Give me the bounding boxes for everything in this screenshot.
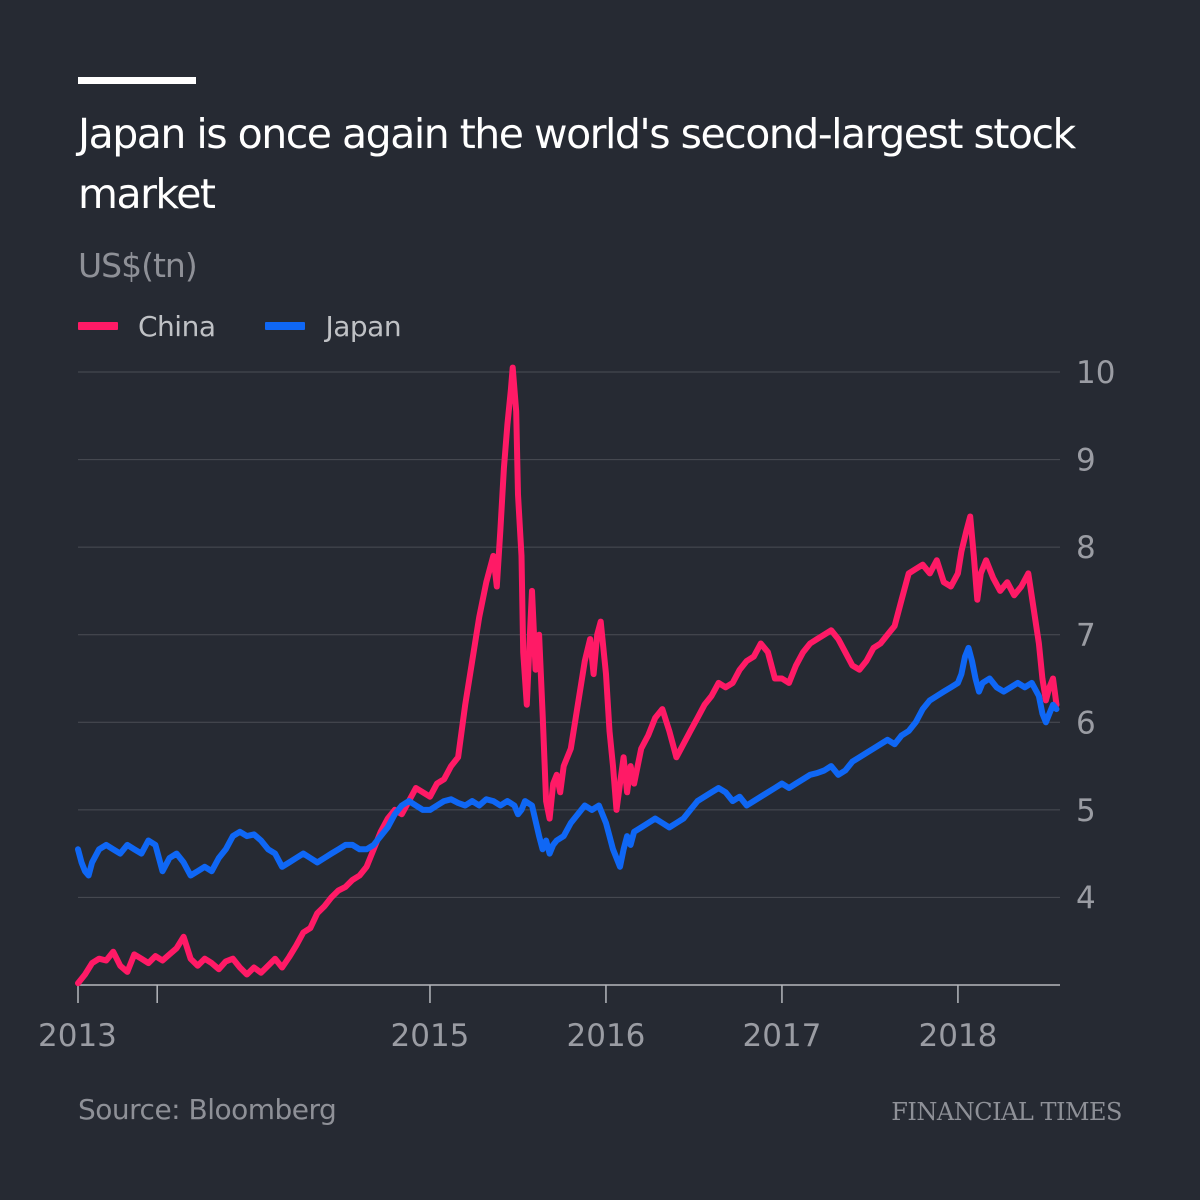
x-tick-label-2013: 2013: [38, 1018, 117, 1054]
series-line-japan: [75, 644, 1060, 879]
x-tick-label-2017: 2017: [742, 1018, 821, 1054]
legend-swatch-china: [78, 322, 118, 330]
brand-logo: FINANCIAL TIMES: [891, 1098, 1122, 1126]
chart-title: Japan is once again the world's second-l…: [78, 110, 1076, 218]
x-tick-label-2016: 2016: [567, 1018, 646, 1054]
legend-label-japan: Japan: [325, 309, 402, 343]
x-tick-label-2018: 2018: [918, 1018, 997, 1054]
legend: China Japan: [78, 306, 451, 346]
y-tick-label-5: 5: [1076, 793, 1096, 829]
x-tick-label-2015: 2015: [391, 1018, 470, 1054]
legend-swatch-japan: [265, 322, 306, 330]
y-tick-label-6: 6: [1076, 705, 1096, 741]
y-tick-label-7: 7: [1076, 618, 1096, 654]
unit-label: US$(tn): [78, 246, 198, 285]
series-line-china: [75, 364, 1060, 987]
legend-label-china: China: [138, 309, 216, 343]
title-rule: [78, 77, 196, 84]
y-tick-label-4: 4: [1076, 880, 1096, 916]
legend-item-china: China: [78, 309, 216, 343]
source-note: Source: Bloomberg: [78, 1093, 337, 1126]
y-tick-label-8: 8: [1076, 530, 1096, 566]
y-tick-label-9: 9: [1076, 443, 1096, 479]
legend-item-japan: Japan: [265, 309, 402, 343]
y-tick-label-10: 10: [1076, 355, 1115, 391]
